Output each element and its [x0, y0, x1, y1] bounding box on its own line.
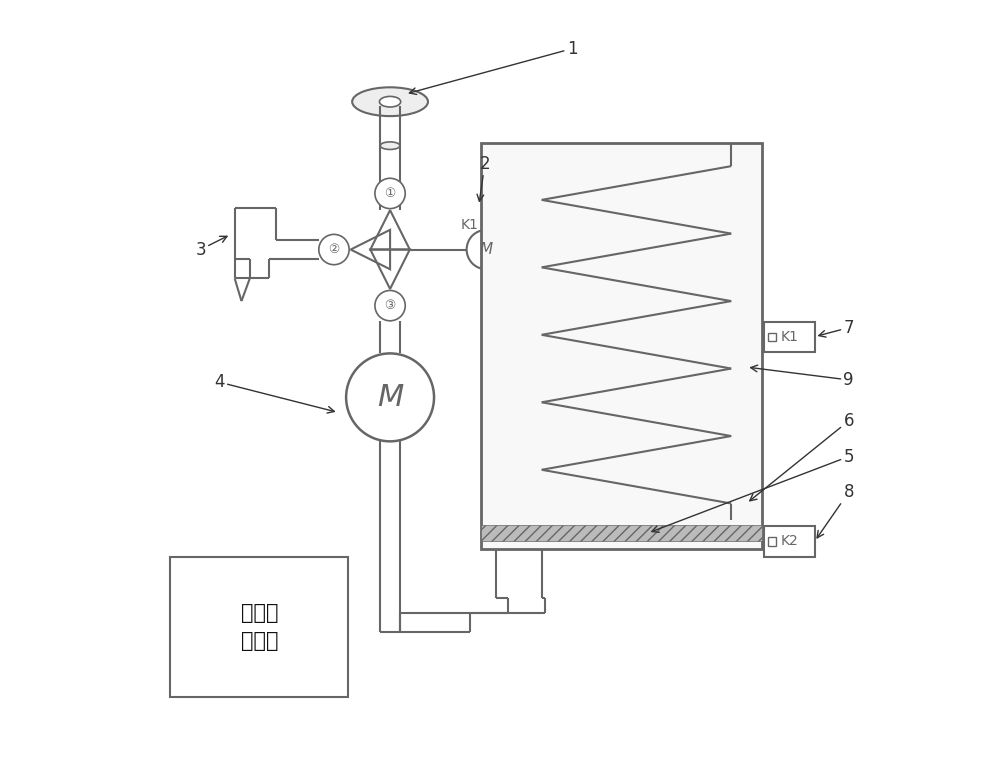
Text: K1: K1	[461, 218, 479, 232]
Text: 智能控
制模块: 智能控 制模块	[241, 603, 278, 651]
Circle shape	[467, 230, 506, 269]
Bar	[481, 525, 762, 541]
Text: 3: 3	[195, 236, 227, 259]
Text: M: M	[480, 242, 493, 257]
Ellipse shape	[379, 96, 401, 107]
Circle shape	[319, 235, 349, 265]
Text: 8: 8	[817, 483, 854, 538]
Ellipse shape	[352, 87, 428, 116]
Text: 7: 7	[819, 319, 854, 337]
Bar	[764, 527, 815, 557]
Polygon shape	[481, 144, 762, 549]
Text: 9: 9	[751, 365, 854, 389]
Text: 6: 6	[750, 412, 854, 501]
Text: ②: ②	[328, 243, 340, 256]
Text: ③: ③	[384, 299, 396, 312]
Bar	[768, 333, 776, 341]
Text: ①: ①	[384, 187, 396, 200]
Bar	[764, 322, 815, 352]
Text: 2: 2	[477, 155, 490, 201]
Bar	[768, 537, 776, 546]
Text: 4: 4	[214, 373, 334, 413]
Text: 1: 1	[409, 39, 577, 94]
Ellipse shape	[380, 142, 400, 150]
Text: K1: K1	[781, 330, 798, 344]
Circle shape	[375, 178, 405, 208]
Circle shape	[375, 290, 405, 321]
Text: 5: 5	[652, 448, 854, 532]
Bar	[170, 557, 348, 697]
Text: K2: K2	[781, 534, 798, 548]
Circle shape	[346, 354, 434, 442]
Text: M: M	[377, 383, 403, 412]
